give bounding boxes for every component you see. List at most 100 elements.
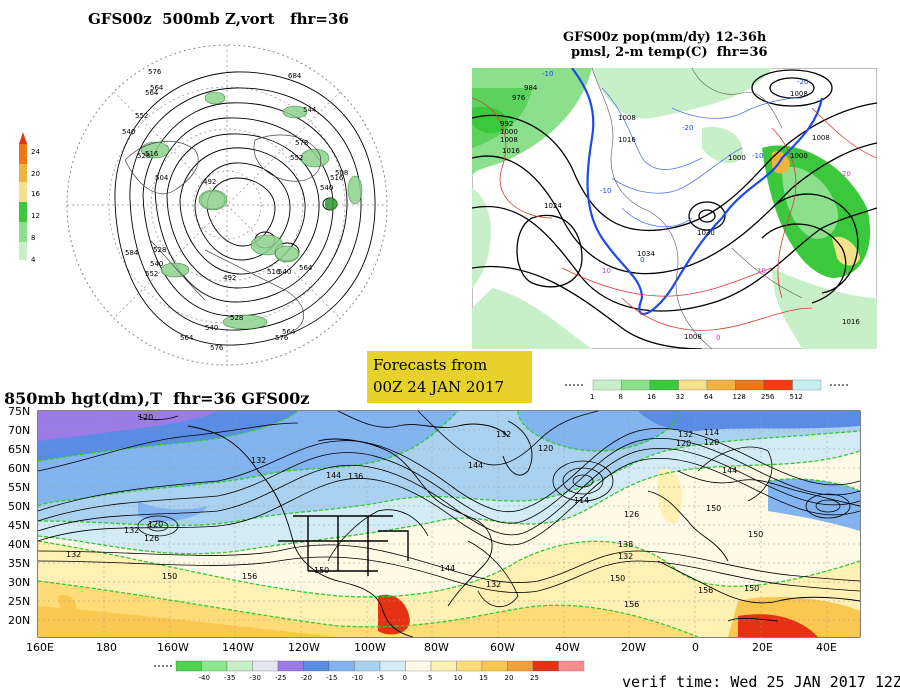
contour-label: 540 — [278, 268, 291, 276]
precip-colorbar-bins — [592, 379, 822, 391]
precip-colorbar-bin — [678, 379, 708, 391]
height-label: 144 — [722, 466, 737, 475]
pressure-label: 984 — [524, 84, 538, 92]
temperature-colorbar-bin — [481, 660, 508, 672]
precip-shading — [472, 68, 877, 349]
lon-label: 100W — [354, 641, 386, 654]
temp-label: -20 — [797, 78, 808, 86]
height-label: 150 — [314, 566, 329, 575]
temperature-colorbar-bin — [175, 660, 202, 672]
height-label: 150 — [748, 530, 763, 539]
contour-label: 564 — [282, 328, 296, 336]
contour-label: 492 — [223, 274, 236, 282]
lon-label: 20W — [621, 641, 646, 654]
temp-label: -20 — [682, 124, 693, 132]
temperature-colorbar-bin — [507, 660, 534, 672]
lon-label: 20E — [752, 641, 773, 654]
contour-label: 492 — [203, 178, 216, 186]
lat-label: 65N — [8, 443, 30, 456]
precip-colorbar-bin — [592, 379, 622, 391]
contour-label: 564 — [180, 334, 194, 342]
colorbar-tick: -25 — [275, 674, 286, 682]
temperature-colorbar-bin — [532, 660, 559, 672]
lon-label: 160E — [26, 641, 54, 654]
vorticity-colorbar: 24 20 16 12 8 4 — [19, 132, 40, 264]
precip-colorbar: 1 8 16 32 64 128 256 512 — [565, 379, 850, 401]
height-label: 150 — [162, 572, 177, 581]
coastlines — [137, 410, 861, 638]
pressure-label: 1000 — [500, 128, 518, 136]
vorticity-shading — [140, 91, 363, 330]
lat-label: 30N — [8, 576, 30, 589]
colorbar-tick: 8 — [31, 234, 35, 242]
coastlines — [124, 134, 322, 331]
pressure-label: 1000 — [728, 154, 746, 162]
height-label: 136 — [348, 472, 363, 481]
lon-label: 160W — [157, 641, 189, 654]
contour-label: 540 — [150, 260, 163, 268]
colorbar-bin — [19, 144, 27, 164]
lat-label: 60N — [8, 462, 30, 475]
temperature-colorbar-bin — [354, 660, 381, 672]
contour-label: 528 — [153, 246, 166, 254]
height-label: 144 — [468, 461, 483, 470]
height-label: 120 — [538, 444, 553, 453]
temperature-colorbar-bin — [303, 660, 330, 672]
panel-850mb-title: 850mb hgt(dm),T fhr=36 GFS00z — [4, 389, 310, 408]
lon-label: 140W — [222, 641, 254, 654]
contour-label: 516 — [330, 174, 344, 182]
colorbar-tick: 64 — [704, 393, 713, 401]
colorbar-tick: 32 — [676, 393, 685, 401]
lat-label: 35N — [8, 557, 30, 570]
colorbar-tick: -5 — [377, 674, 384, 682]
lon-label: 40E — [816, 641, 837, 654]
pressure-label: 1030 — [697, 229, 715, 237]
temp-labels: -10 -20 -10 0 10 10 20 -20 -10 0 — [542, 70, 851, 342]
colorbar-tick: 4 — [31, 256, 36, 264]
panel-500mb-title: GFS00z 500mb Z,vort fhr=36 — [88, 10, 349, 28]
lon-label: 0 — [692, 641, 699, 654]
lat-label: 40N — [8, 538, 30, 551]
panel-pop-title-line2: pmsl, 2-m temp(C) fhr=36 — [571, 45, 768, 60]
freezing-line — [571, 68, 824, 316]
temperature-colorbar-bin — [328, 660, 355, 672]
colorbar-tick: 20 — [31, 170, 40, 178]
precip-colorbar-bin — [792, 379, 822, 391]
colorbar-tick: 16 — [31, 190, 40, 198]
colorbar-tick: -30 — [250, 674, 261, 682]
lon-label: 40W — [555, 641, 580, 654]
contour-label: 540 — [320, 184, 333, 192]
temperature-colorbar-bin — [405, 660, 432, 672]
height-label: 126 — [624, 510, 639, 519]
panel-pop-title-line1: GFS00z pop(mm/dy) 12-36h — [563, 30, 767, 45]
contour-label: 564 — [299, 264, 313, 272]
pressure-label: 976 — [512, 94, 526, 102]
latitude-axis: 75N 70N 65N 60N 55N 50N 45N 40N 35N 30N … — [8, 405, 30, 627]
height-label: 132 — [678, 430, 693, 439]
pressure-label: 1016 — [618, 136, 636, 144]
pressure-label: 1008 — [790, 90, 808, 98]
temp-label: 10 — [757, 267, 766, 275]
forecast-banner: Forecasts from 00Z 24 JAN 2017 — [367, 351, 532, 403]
colorbar-tick: 5 — [428, 674, 432, 682]
colorbar-tick: 1 — [590, 393, 594, 401]
height-label: 120 — [676, 439, 691, 448]
banner-line1: Forecasts from — [373, 356, 488, 374]
lat-label: 70N — [8, 424, 30, 437]
temp-label: -10 — [600, 187, 611, 195]
precip-colorbar-bin — [649, 379, 679, 391]
warm-isotherms — [472, 97, 877, 331]
contour-label: 516 — [145, 150, 159, 158]
height-label: 114 — [704, 428, 719, 437]
contour-labels: 576 564 552 540 528 516 504 492 492 528 … — [122, 68, 348, 352]
precip-colorbar-bin — [621, 379, 651, 391]
contour-label: 508 — [335, 169, 348, 177]
coastlines — [591, 68, 803, 349]
precip-colorbar-bin — [735, 379, 765, 391]
lon-label: 180 — [96, 641, 117, 654]
colorbar-tick: -35 — [224, 674, 235, 682]
height-label: 132 — [486, 580, 501, 589]
colorbar-tick: 256 — [761, 393, 775, 401]
colorbar-arrow-top — [19, 132, 27, 144]
temperature-colorbar-bin — [252, 660, 279, 672]
